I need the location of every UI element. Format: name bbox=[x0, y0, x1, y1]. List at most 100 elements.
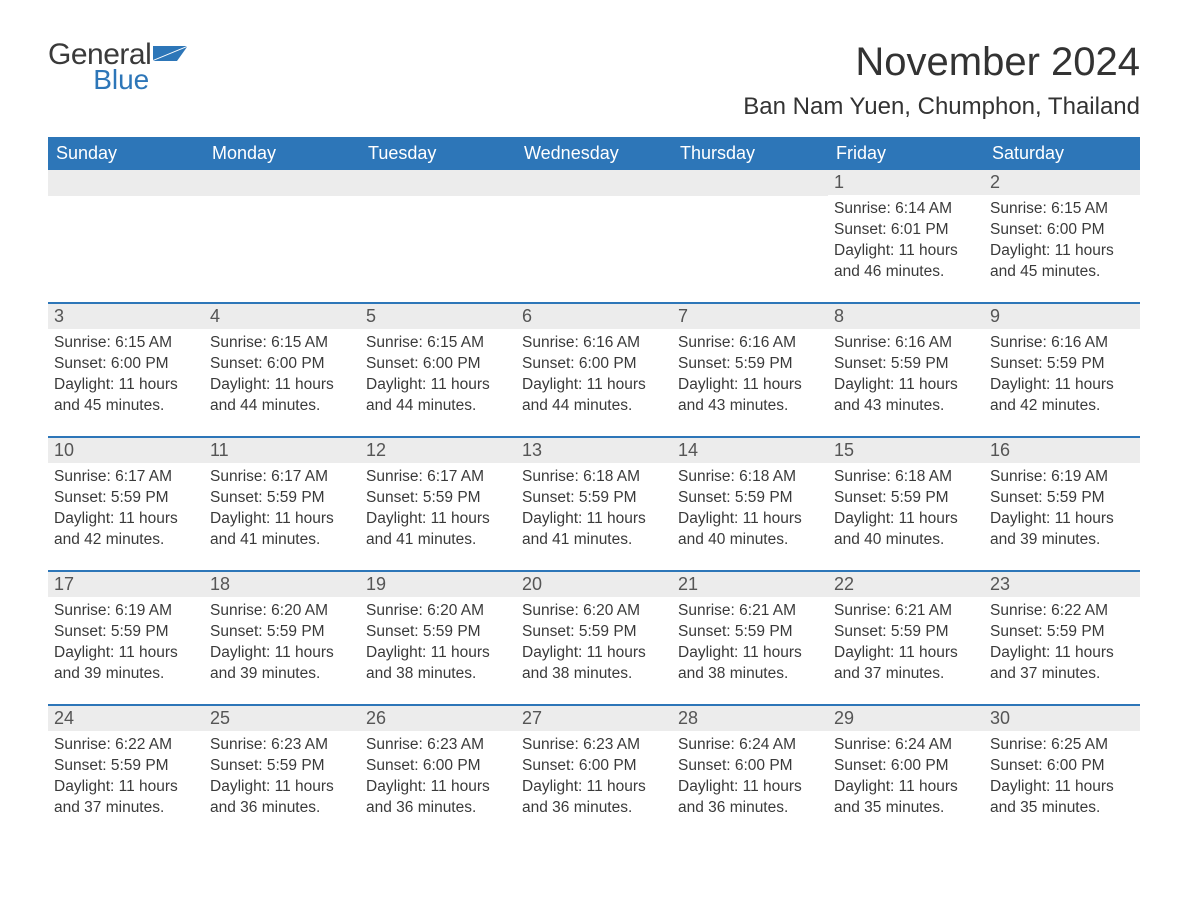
day-number: 11 bbox=[204, 438, 360, 463]
sunset-line: Sunset: 5:59 PM bbox=[210, 488, 354, 509]
sunrise-line: Sunrise: 6:15 AM bbox=[366, 333, 510, 354]
daylight-line: Daylight: 11 hours and 44 minutes. bbox=[522, 375, 666, 417]
day-number: 26 bbox=[360, 706, 516, 731]
day-cell: 7 Sunrise: 6:16 AMSunset: 5:59 PMDaylight… bbox=[672, 304, 828, 436]
day-number: 27 bbox=[516, 706, 672, 731]
day-body: Sunrise: 6:20 AMSunset: 5:59 PMDaylight:… bbox=[516, 597, 672, 693]
day-cell: 15Sunrise: 6:18 AMSunset: 5:59 PMDayligh… bbox=[828, 438, 984, 570]
day-body: Sunrise: 6:15 AMSunset: 6:00 PMDaylight:… bbox=[984, 195, 1140, 291]
sunset-line: Sunset: 5:59 PM bbox=[210, 622, 354, 643]
daylight-line: Daylight: 11 hours and 36 minutes. bbox=[678, 777, 822, 819]
sunrise-line: Sunrise: 6:17 AM bbox=[210, 467, 354, 488]
sunrise-line: Sunrise: 6:22 AM bbox=[54, 735, 198, 756]
day-body: Sunrise: 6:19 AMSunset: 5:59 PMDaylight:… bbox=[48, 597, 204, 693]
sunrise-line: Sunrise: 6:20 AM bbox=[522, 601, 666, 622]
sunrise-line: Sunrise: 6:22 AM bbox=[990, 601, 1134, 622]
day-cell: 10Sunrise: 6:17 AMSunset: 5:59 PMDayligh… bbox=[48, 438, 204, 570]
sunset-line: Sunset: 6:00 PM bbox=[54, 354, 198, 375]
sunrise-line: Sunrise: 6:15 AM bbox=[990, 199, 1134, 220]
week-row: 17Sunrise: 6:19 AMSunset: 5:59 PMDayligh… bbox=[48, 570, 1140, 704]
daylight-line: Daylight: 11 hours and 42 minutes. bbox=[54, 509, 198, 551]
daylight-line: Daylight: 11 hours and 37 minutes. bbox=[990, 643, 1134, 685]
sunrise-line: Sunrise: 6:18 AM bbox=[834, 467, 978, 488]
dow-header-friday: Friday bbox=[828, 137, 984, 170]
day-cell: 23Sunrise: 6:22 AMSunset: 5:59 PMDayligh… bbox=[984, 572, 1140, 704]
day-body: Sunrise: 6:22 AMSunset: 5:59 PMDaylight:… bbox=[48, 731, 204, 827]
daylight-line: Daylight: 11 hours and 43 minutes. bbox=[678, 375, 822, 417]
daylight-line: Daylight: 11 hours and 41 minutes. bbox=[522, 509, 666, 551]
daylight-line: Daylight: 11 hours and 36 minutes. bbox=[366, 777, 510, 819]
day-number: 3 bbox=[48, 304, 204, 329]
day-cell: 29Sunrise: 6:24 AMSunset: 6:00 PMDayligh… bbox=[828, 706, 984, 838]
dow-header-tuesday: Tuesday bbox=[360, 137, 516, 170]
sunset-line: Sunset: 5:59 PM bbox=[210, 756, 354, 777]
day-body: Sunrise: 6:18 AMSunset: 5:59 PMDaylight:… bbox=[672, 463, 828, 559]
sunset-line: Sunset: 5:59 PM bbox=[678, 354, 822, 375]
day-number: 10 bbox=[48, 438, 204, 463]
dow-header-monday: Monday bbox=[204, 137, 360, 170]
day-number: 1 bbox=[828, 170, 984, 195]
sunrise-line: Sunrise: 6:23 AM bbox=[210, 735, 354, 756]
sunrise-line: Sunrise: 6:16 AM bbox=[834, 333, 978, 354]
day-number: 17 bbox=[48, 572, 204, 597]
day-number bbox=[360, 170, 516, 196]
daylight-line: Daylight: 11 hours and 38 minutes. bbox=[366, 643, 510, 685]
day-cell: 19Sunrise: 6:20 AMSunset: 5:59 PMDayligh… bbox=[360, 572, 516, 704]
sunset-line: Sunset: 6:00 PM bbox=[366, 756, 510, 777]
day-number: 30 bbox=[984, 706, 1140, 731]
day-cell: 24Sunrise: 6:22 AMSunset: 5:59 PMDayligh… bbox=[48, 706, 204, 838]
day-cell: 30Sunrise: 6:25 AMSunset: 6:00 PMDayligh… bbox=[984, 706, 1140, 838]
day-body: Sunrise: 6:20 AMSunset: 5:59 PMDaylight:… bbox=[204, 597, 360, 693]
day-body: Sunrise: 6:25 AMSunset: 6:00 PMDaylight:… bbox=[984, 731, 1140, 827]
day-number: 12 bbox=[360, 438, 516, 463]
daylight-line: Daylight: 11 hours and 40 minutes. bbox=[678, 509, 822, 551]
day-body: Sunrise: 6:23 AMSunset: 5:59 PMDaylight:… bbox=[204, 731, 360, 827]
day-number: 20 bbox=[516, 572, 672, 597]
day-body: Sunrise: 6:18 AMSunset: 5:59 PMDaylight:… bbox=[516, 463, 672, 559]
day-body: Sunrise: 6:14 AMSunset: 6:01 PMDaylight:… bbox=[828, 195, 984, 291]
sunset-line: Sunset: 5:59 PM bbox=[366, 622, 510, 643]
day-number bbox=[204, 170, 360, 196]
day-cell: 1Sunrise: 6:14 AMSunset: 6:01 PMDaylight… bbox=[828, 170, 984, 302]
daylight-line: Daylight: 11 hours and 39 minutes. bbox=[210, 643, 354, 685]
daylight-line: Daylight: 11 hours and 38 minutes. bbox=[522, 643, 666, 685]
sunset-line: Sunset: 6:00 PM bbox=[990, 220, 1134, 241]
dow-header-saturday: Saturday bbox=[984, 137, 1140, 170]
sunset-line: Sunset: 5:59 PM bbox=[990, 488, 1134, 509]
sunrise-line: Sunrise: 6:16 AM bbox=[678, 333, 822, 354]
daylight-line: Daylight: 11 hours and 45 minutes. bbox=[54, 375, 198, 417]
sunset-line: Sunset: 6:00 PM bbox=[522, 756, 666, 777]
sunset-line: Sunset: 5:59 PM bbox=[834, 354, 978, 375]
day-cell-empty bbox=[48, 170, 204, 302]
week-row: 3Sunrise: 6:15 AMSunset: 6:00 PMDaylight… bbox=[48, 302, 1140, 436]
daylight-line: Daylight: 11 hours and 35 minutes. bbox=[834, 777, 978, 819]
day-cell: 18Sunrise: 6:20 AMSunset: 5:59 PMDayligh… bbox=[204, 572, 360, 704]
sunset-line: Sunset: 5:59 PM bbox=[678, 622, 822, 643]
day-cell: 25Sunrise: 6:23 AMSunset: 5:59 PMDayligh… bbox=[204, 706, 360, 838]
sunrise-line: Sunrise: 6:14 AM bbox=[834, 199, 978, 220]
day-number: 14 bbox=[672, 438, 828, 463]
sunset-line: Sunset: 5:59 PM bbox=[990, 354, 1134, 375]
day-body: Sunrise: 6:17 AMSunset: 5:59 PMDaylight:… bbox=[204, 463, 360, 559]
day-number: 5 bbox=[360, 304, 516, 329]
day-number: 4 bbox=[204, 304, 360, 329]
day-cell: 5Sunrise: 6:15 AMSunset: 6:00 PMDaylight… bbox=[360, 304, 516, 436]
daylight-line: Daylight: 11 hours and 39 minutes. bbox=[54, 643, 198, 685]
day-body: Sunrise: 6:23 AMSunset: 6:00 PMDaylight:… bbox=[360, 731, 516, 827]
daylight-line: Daylight: 11 hours and 46 minutes. bbox=[834, 241, 978, 283]
sunrise-line: Sunrise: 6:18 AM bbox=[678, 467, 822, 488]
day-body: Sunrise: 6:21 AMSunset: 5:59 PMDaylight:… bbox=[672, 597, 828, 693]
day-body: Sunrise: 6:16 AMSunset: 5:59 PMDaylight:… bbox=[984, 329, 1140, 425]
week-row: 24Sunrise: 6:22 AMSunset: 5:59 PMDayligh… bbox=[48, 704, 1140, 838]
sunset-line: Sunset: 6:00 PM bbox=[834, 756, 978, 777]
sunset-line: Sunset: 6:00 PM bbox=[990, 756, 1134, 777]
sunset-line: Sunset: 5:59 PM bbox=[54, 622, 198, 643]
daylight-line: Daylight: 11 hours and 45 minutes. bbox=[990, 241, 1134, 283]
day-number bbox=[672, 170, 828, 196]
day-number: 7 bbox=[672, 304, 828, 329]
day-number: 2 bbox=[984, 170, 1140, 195]
day-cell: 20Sunrise: 6:20 AMSunset: 5:59 PMDayligh… bbox=[516, 572, 672, 704]
day-body: Sunrise: 6:16 AMSunset: 6:00 PMDaylight:… bbox=[516, 329, 672, 425]
day-number: 9 bbox=[984, 304, 1140, 329]
day-number bbox=[516, 170, 672, 196]
